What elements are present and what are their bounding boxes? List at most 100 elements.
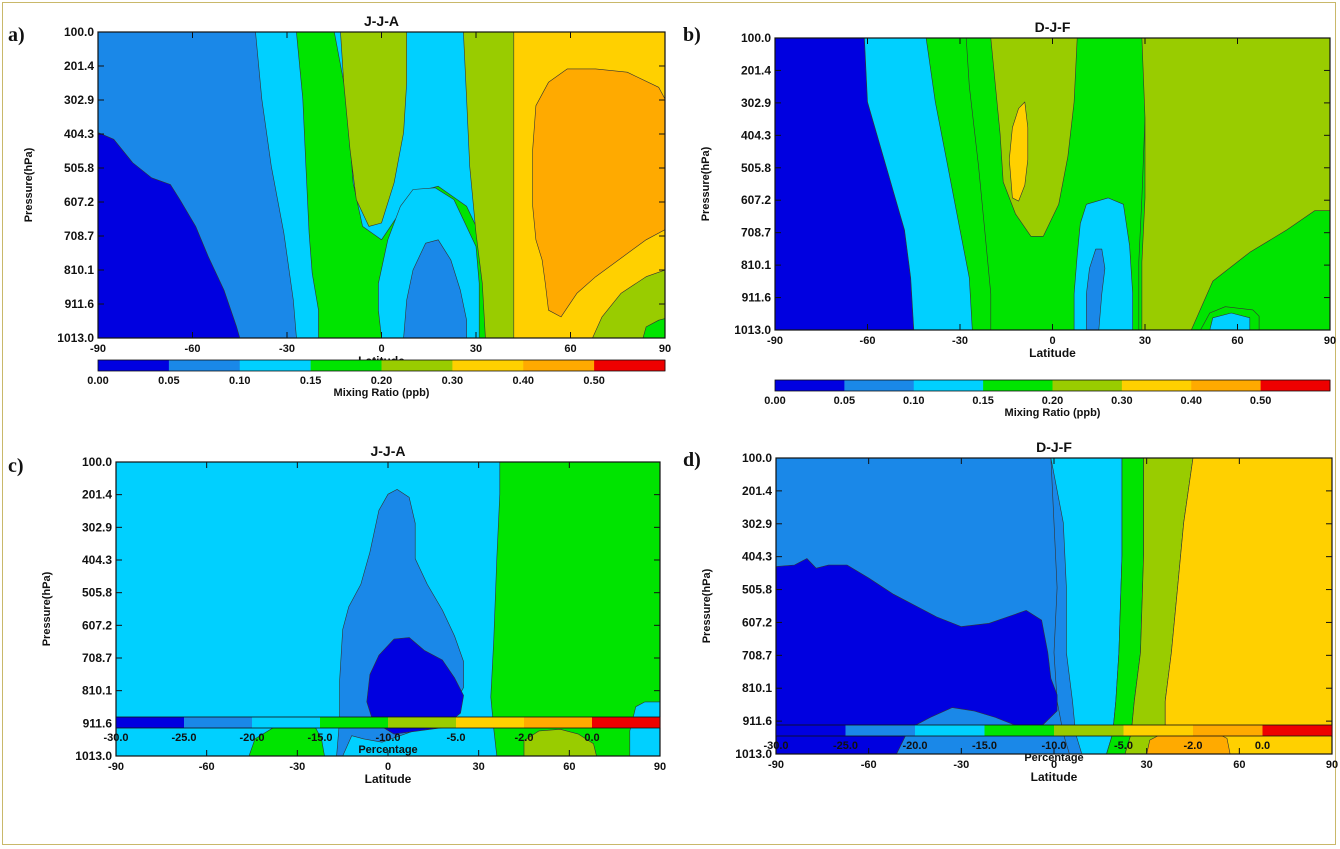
colorbar-swatch — [456, 717, 525, 728]
chart-title: D-J-F — [1035, 19, 1071, 35]
colorbar-tick-label: 0.50 — [583, 375, 604, 387]
colorbar-label: Mixing Ratio (ppb) — [1005, 407, 1101, 419]
x-tick-label: -90 — [108, 761, 124, 773]
panel-b: b) -90 -60 -30 0 30 60 90 100.0 201.4 302.9 404.3 5… — [675, 0, 1340, 425]
colorbar-tick-label: -25.0 — [833, 740, 858, 752]
x-axis-label: Latitude — [365, 772, 412, 786]
panel-label: a) — [8, 24, 25, 46]
colorbar-swatch — [915, 725, 985, 736]
x-tick-label: -30 — [289, 761, 305, 773]
colorbar-tick-label: -15.0 — [972, 740, 997, 752]
colorbar-tick-label: 0.15 — [972, 395, 993, 407]
y-tick-label: 1013.0 — [734, 323, 771, 337]
panel-label: b) — [683, 24, 701, 46]
contour-region — [776, 558, 1058, 754]
x-tick-label: -60 — [861, 759, 877, 771]
colorbar-tick-label: 0.10 — [229, 375, 250, 387]
contour-region — [403, 239, 467, 338]
colorbar-swatch — [776, 725, 846, 736]
colorbar-tick-label: 0.10 — [903, 395, 924, 407]
colorbar-tick-label: 0.05 — [834, 395, 855, 407]
y-tick-label: 810.1 — [64, 263, 94, 277]
y-tick-label: 607.2 — [742, 615, 772, 629]
y-tick-label: 911.6 — [65, 297, 95, 311]
contour-region — [98, 132, 241, 338]
colorbar-swatch — [1123, 725, 1194, 736]
y-tick-label: 708.7 — [741, 226, 771, 240]
colorbar-frame — [115, 716, 661, 729]
colorbar-tick-label: -10.0 — [1041, 740, 1066, 752]
colorbar-swatch — [1193, 725, 1263, 736]
contour-region — [1164, 458, 1332, 754]
colorbar-frame — [774, 379, 1331, 392]
colorbar-tick-label: 0.0 — [1255, 740, 1270, 752]
y-tick-label: 302.9 — [82, 520, 112, 534]
panel-a: a) -90 -60 -30 0 30 60 90 100.0 201.4 302.9 404.3 5… — [0, 0, 680, 425]
y-tick-label: 100.0 — [742, 451, 772, 465]
colorbar-tick-label: 0.20 — [371, 375, 392, 387]
colorbar-swatch — [592, 717, 661, 728]
x-tick-label: -30 — [952, 335, 968, 347]
contour-chart-d: -90 -60 -30 0 30 60 90 100.0 201.4 302.9 404.3 505.… — [701, 439, 1338, 784]
x-tick-label: 30 — [470, 343, 482, 355]
colorbar-swatch — [594, 360, 666, 371]
x-tick-label: -90 — [768, 759, 784, 771]
contour-region — [1076, 38, 1330, 330]
y-tick-label: 201.4 — [82, 488, 112, 502]
colorbar-tick-label: 0.40 — [513, 375, 534, 387]
colorbar-tick-label: -10.0 — [375, 732, 400, 744]
contour-region — [592, 269, 665, 338]
contour-regions — [775, 38, 1330, 330]
panel-label: d) — [683, 449, 701, 471]
x-tick-label: 90 — [659, 343, 671, 355]
y-axis-label: Pressure(hPa) — [23, 147, 35, 222]
colorbar-tick-label: -25.0 — [171, 732, 196, 744]
colorbar-tick-label: -5.0 — [447, 732, 466, 744]
colorbar-tick-label: 0.50 — [1250, 395, 1271, 407]
x-tick-label: 60 — [564, 343, 576, 355]
contour-region — [864, 38, 973, 330]
colorbar-swatch — [524, 717, 593, 728]
x-tick-label: -90 — [90, 343, 106, 355]
y-tick-label: 404.3 — [82, 553, 112, 567]
x-tick-label: 90 — [654, 761, 666, 773]
contour-chart-a: -90 -60 -30 0 30 60 90 100.0 201.4 302.9 404.3 505.… — [23, 13, 671, 399]
colorbar-tick-label: 0.15 — [300, 375, 321, 387]
colorbar-swatch — [252, 717, 321, 728]
colorbar-tick-label: -2.0 — [515, 732, 534, 744]
contour-region — [629, 701, 660, 756]
y-tick-label: 201.4 — [64, 59, 94, 73]
colorbar-swatch — [523, 360, 595, 371]
y-tick-label: 302.9 — [742, 517, 772, 531]
y-axis-label: Pressure(hPa) — [701, 568, 713, 643]
contour-regions — [116, 462, 660, 756]
contour-region — [523, 728, 597, 756]
colorbar-tick-label: -20.0 — [239, 732, 264, 744]
y-tick-label: 708.7 — [82, 651, 112, 665]
colorbar-label: Percentage — [358, 744, 417, 756]
x-tick-label: 0 — [378, 343, 384, 355]
colorbar-swatch — [1191, 380, 1262, 391]
y-axis-label: Pressure(hPa) — [41, 571, 53, 646]
contour-region — [1086, 248, 1106, 330]
chart-title: J-J-A — [370, 443, 405, 459]
colorbar-swatch — [239, 360, 312, 371]
y-tick-label: 810.1 — [82, 684, 112, 698]
panel-label: c) — [8, 455, 24, 477]
x-tick-label: 90 — [1326, 759, 1338, 771]
colorbar-tick-label: -30.0 — [103, 732, 128, 744]
x-tick-label: 0 — [385, 761, 391, 773]
y-tick-label: 1013.0 — [735, 747, 772, 761]
colorbar-swatch — [388, 717, 457, 728]
colorbar-tick-label: 0.30 — [442, 375, 463, 387]
y-tick-label: 100.0 — [741, 31, 771, 45]
colorbar-tick-label: -2.0 — [1184, 740, 1203, 752]
x-tick-label: -60 — [860, 335, 876, 347]
colorbar-tick-label: 0.20 — [1042, 395, 1063, 407]
colorbar-swatch — [310, 360, 382, 371]
x-tick-label: 90 — [1324, 335, 1336, 347]
contour-region — [340, 32, 408, 227]
x-tick-label: -30 — [953, 759, 969, 771]
x-axis-label: Latitude — [1031, 770, 1078, 784]
colorbar-swatch — [775, 380, 845, 391]
